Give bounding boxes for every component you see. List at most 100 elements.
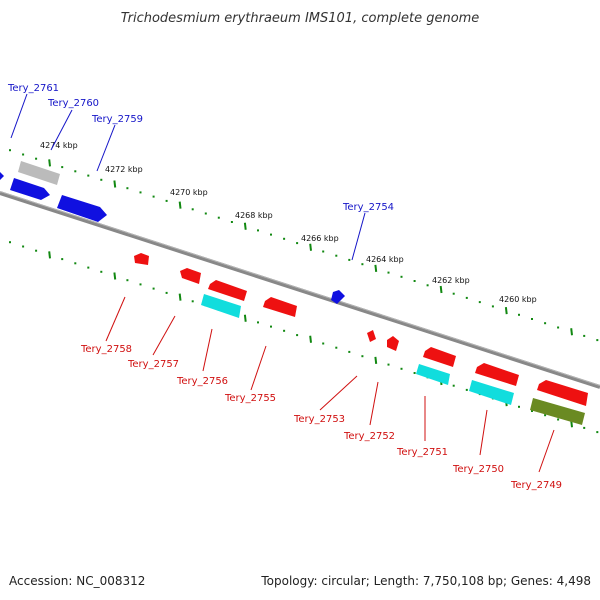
tick-label-4268: 4268 kbp [235, 211, 273, 220]
gene-label-tery-2754[interactable]: Tery_2754 [342, 202, 394, 213]
tick-label-4270: 4270 kbp [170, 188, 208, 197]
forward-minor-tick [217, 216, 220, 219]
gene-label-tery-2750[interactable]: Tery_2750 [452, 464, 504, 475]
gene-block-tery-2760[interactable] [18, 161, 60, 185]
forward-minor-tick [100, 178, 103, 181]
gene-arrow-tery-2757[interactable] [180, 268, 201, 284]
reverse-minor-tick [257, 321, 259, 324]
forward-minor-tick [152, 195, 155, 198]
gene-block-tery-2749[interactable] [530, 398, 585, 425]
gene-arrow-tery-2754[interactable] [331, 290, 345, 304]
forward-minor-tick [296, 242, 299, 245]
gene-label-tery-2756[interactable]: Tery_2756 [176, 376, 228, 387]
forward-major-tick [570, 328, 573, 336]
reverse-minor-tick [9, 241, 11, 244]
forward-minor-tick [387, 271, 390, 274]
reverse-major-tick [374, 356, 378, 365]
forward-tick-track [9, 149, 599, 342]
forward-major-tick [504, 306, 508, 315]
gene-label-tery-2755[interactable]: Tery_2755 [224, 393, 276, 404]
reverse-minor-tick [583, 426, 586, 429]
reverse-minor-tick [322, 342, 325, 345]
gene-arrow-partial[interactable] [0, 172, 4, 180]
genome-summary-text: Topology: circular; Length: 7,750,108 bp… [261, 574, 591, 588]
genome-backbone [0, 191, 600, 389]
tick-label-4266: 4266 kbp [301, 234, 339, 243]
reverse-major-tick [113, 272, 117, 280]
gene-label-tery-2749[interactable]: Tery_2749 [510, 480, 562, 491]
reverse-minor-tick [557, 418, 560, 421]
forward-minor-tick [257, 229, 259, 232]
gene-arrow-tery-2755[interactable] [263, 297, 297, 317]
forward-minor-tick [191, 208, 194, 211]
gene-arrow-tery-2758[interactable] [134, 253, 149, 265]
gene-label-tery-2752[interactable]: Tery_2752 [343, 431, 395, 442]
gene-arrow-tery-2750[interactable] [475, 363, 519, 386]
forward-major-tick [243, 222, 247, 230]
gene-label-tery-2753[interactable]: Tery_2753 [293, 414, 345, 425]
gene-label-tery-2757[interactable]: Tery_2757 [127, 359, 179, 370]
forward-minor-tick [165, 199, 168, 202]
gene-label-tery-2759[interactable]: Tery_2759 [91, 114, 143, 125]
forward-minor-tick [74, 170, 77, 173]
reverse-minor-tick [191, 300, 194, 303]
reverse-minor-tick [126, 279, 129, 282]
leader-tery-2754 [351, 212, 366, 261]
gene-arrow-tery-2761[interactable] [10, 178, 50, 200]
forward-minor-tick [22, 153, 25, 156]
leader-tery-2753 [319, 375, 358, 411]
reverse-minor-tick [518, 405, 520, 408]
forward-minor-tick [491, 305, 494, 308]
reverse-minor-tick [400, 367, 403, 370]
reverse-minor-tick [413, 372, 416, 374]
gene-label-tery-2761[interactable]: Tery_2761 [7, 83, 59, 94]
leader-tery-2750 [479, 409, 488, 456]
forward-major-tick [113, 180, 117, 188]
gene-arrow-tery-2751[interactable] [423, 347, 456, 367]
accession-text: Accession: NC_008312 [9, 574, 146, 588]
gene-block-tery-2756[interactable] [201, 294, 241, 318]
forward-minor-tick [230, 221, 233, 223]
gene-arrow-tery-2756[interactable] [208, 280, 247, 301]
gene-arrow-tery-2752[interactable] [387, 336, 399, 351]
gene-block-tery-2750[interactable] [469, 380, 514, 405]
forward-minor-tick [35, 157, 38, 160]
gene-arrow-tery-2749[interactable] [537, 380, 588, 406]
gene-arrow-tery-2753[interactable] [367, 330, 376, 342]
reverse-minor-tick [139, 283, 142, 286]
reverse-major-tick [178, 293, 182, 301]
gene-label-tery-2758[interactable]: Tery_2758 [80, 344, 132, 355]
reverse-major-tick [243, 314, 247, 322]
reverse-minor-tick [387, 363, 390, 366]
forward-minor-tick [478, 301, 481, 304]
forward-major-tick [374, 264, 378, 273]
leader-tery-2760 [50, 109, 73, 151]
reverse-genes [134, 253, 588, 425]
tick-label-4272: 4272 kbp [105, 165, 143, 174]
reverse-minor-tick [74, 262, 77, 265]
forward-major-tick [309, 243, 312, 251]
reverse-minor-tick [283, 329, 286, 332]
gene-label-tery-2760[interactable]: Tery_2760 [47, 98, 99, 109]
map-title: Trichodesmium erythraeum IMS101, complet… [121, 11, 480, 26]
leader-tery-2758 [105, 296, 126, 342]
reverse-minor-tick [270, 325, 272, 328]
forward-minor-tick [465, 296, 468, 299]
gene-label-tery-2751[interactable]: Tery_2751 [396, 447, 448, 458]
forward-major-tick [439, 285, 443, 294]
tick-label-4262: 4262 kbp [432, 276, 470, 285]
gene-arrow-tery-2759[interactable] [57, 195, 107, 222]
reverse-minor-tick [22, 245, 25, 248]
forward-genes [0, 161, 345, 304]
reverse-minor-tick [596, 431, 599, 434]
gene-block-tery-2751[interactable] [416, 364, 450, 385]
reverse-major-tick [48, 251, 51, 259]
reverse-minor-tick [452, 384, 455, 387]
leader-tery-2755 [250, 345, 267, 391]
forward-minor-tick [270, 233, 272, 236]
forward-minor-tick [557, 326, 560, 329]
forward-minor-tick [61, 166, 64, 169]
leader-tery-2752 [369, 381, 379, 426]
leader-tery-2761 [10, 93, 28, 139]
